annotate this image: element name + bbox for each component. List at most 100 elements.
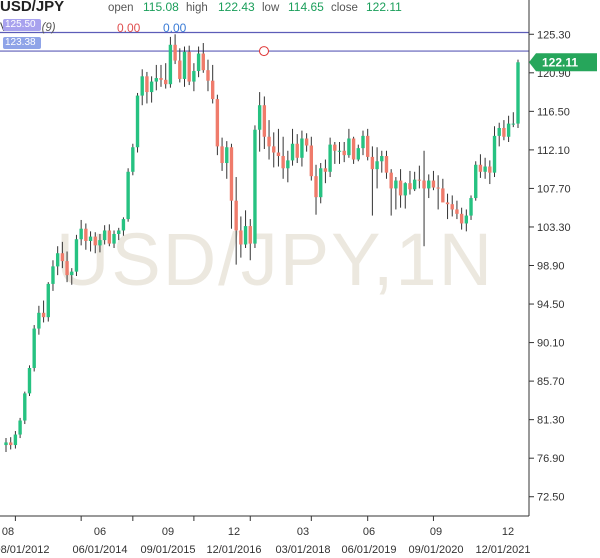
candle-body xyxy=(370,156,375,170)
candle-body xyxy=(55,253,60,267)
low-value: 114.65 xyxy=(288,0,324,14)
candle-body xyxy=(384,156,389,173)
candle-body xyxy=(173,44,177,61)
candle-body xyxy=(210,80,215,100)
candle-body xyxy=(455,209,459,214)
candle-body xyxy=(98,240,102,246)
x-tick-label-bottom: 06/01/2014 xyxy=(72,544,127,556)
candle-body xyxy=(201,53,205,71)
x-tick-label-top: 03 xyxy=(297,526,309,538)
candle-body xyxy=(516,62,520,124)
candle-body xyxy=(131,147,135,172)
y-tick-label: 125.30 xyxy=(537,29,571,41)
candle-body xyxy=(107,230,112,244)
candle-body xyxy=(74,239,79,272)
candle-body xyxy=(234,200,238,231)
x-tick-label-top: 12 xyxy=(502,526,514,538)
candle-body xyxy=(60,253,65,262)
candle-body xyxy=(121,219,126,231)
candle-body xyxy=(168,44,173,85)
candle-body xyxy=(220,146,224,164)
y-tick-label: 85.70 xyxy=(537,376,565,388)
volume-value-1: 0.00 xyxy=(117,21,141,35)
candle-body xyxy=(347,138,351,156)
hline-tag-lower[interactable]: 123.38 xyxy=(3,37,41,49)
candle-body xyxy=(164,79,168,85)
candle-body xyxy=(492,135,497,173)
x-tick-label-bottom: 08/01/2012 xyxy=(0,544,50,556)
candle-body xyxy=(18,420,22,435)
line-anchor-handle[interactable] xyxy=(259,46,269,57)
candle-body xyxy=(159,78,163,80)
close-label: close xyxy=(331,2,358,14)
candle-body xyxy=(13,434,18,446)
candle-body xyxy=(445,202,450,205)
y-tick-label: 107.70 xyxy=(537,183,571,195)
candle-body xyxy=(281,156,285,169)
candle-body xyxy=(459,213,464,224)
x-tick-label-top: 06 xyxy=(94,526,106,538)
high-label: high xyxy=(186,2,208,14)
y-tick-label: 116.50 xyxy=(537,106,570,118)
candle-body xyxy=(309,145,314,177)
candle-body xyxy=(225,147,229,164)
candle-body xyxy=(333,144,337,151)
candle-body xyxy=(394,180,398,189)
low-label: low xyxy=(262,2,280,14)
candle-body xyxy=(262,105,267,137)
candle-body xyxy=(295,143,299,158)
candle-body xyxy=(243,226,248,245)
x-tick-label-top: 08 xyxy=(2,526,14,538)
candle-body xyxy=(389,172,393,189)
candle-body xyxy=(497,127,501,136)
open-value: 115.08 xyxy=(143,0,179,14)
candle-body xyxy=(196,53,201,72)
candle-body xyxy=(267,136,271,147)
y-tick-label: 98.90 xyxy=(537,261,565,273)
x-tick-label-top: 06 xyxy=(363,526,375,538)
candle-body xyxy=(319,168,323,198)
open-label: open xyxy=(108,2,134,14)
candle-body xyxy=(431,180,436,188)
x-tick-label-bottom: 09/01/2015 xyxy=(140,544,195,556)
x-tick-label-top: 12 xyxy=(228,526,240,538)
candle-body xyxy=(361,135,365,149)
candle-body xyxy=(342,150,346,156)
candle-body xyxy=(323,168,328,172)
candle-body xyxy=(422,180,426,189)
candle-body xyxy=(102,230,107,241)
candle-body xyxy=(417,179,422,181)
candle-body xyxy=(474,164,478,199)
y-tick-label: 112.10 xyxy=(537,145,570,157)
y-tick-label: 103.30 xyxy=(537,222,571,234)
candle-body xyxy=(450,204,454,210)
candle-body xyxy=(380,156,384,162)
candle-body xyxy=(253,129,257,244)
hline-tag-upper[interactable]: 125.50 xyxy=(3,19,41,31)
candle-body xyxy=(478,164,483,172)
candle-body xyxy=(126,171,130,220)
candle-body xyxy=(84,228,88,241)
candle-body xyxy=(37,312,41,329)
candle-body xyxy=(290,143,295,161)
symbol-title: USD/JPY xyxy=(0,0,65,15)
candle-body xyxy=(356,148,360,160)
candle-body xyxy=(206,70,210,81)
candle-body xyxy=(135,95,140,148)
candle-body xyxy=(469,198,473,216)
candle-body xyxy=(23,393,27,421)
candle-body xyxy=(506,123,511,137)
candle-body xyxy=(412,179,417,190)
candle-body xyxy=(9,442,13,446)
close-value: 122.11 xyxy=(366,0,402,14)
x-tick-label-top: 09 xyxy=(430,526,442,538)
candle-body xyxy=(248,226,252,244)
high-value: 122.43 xyxy=(218,0,255,14)
candle-body xyxy=(215,99,220,147)
candle-body xyxy=(140,76,144,96)
candle-body xyxy=(93,236,97,246)
candle-body xyxy=(300,138,304,158)
y-tick-label: 94.50 xyxy=(537,299,565,311)
candle-body xyxy=(502,127,506,137)
